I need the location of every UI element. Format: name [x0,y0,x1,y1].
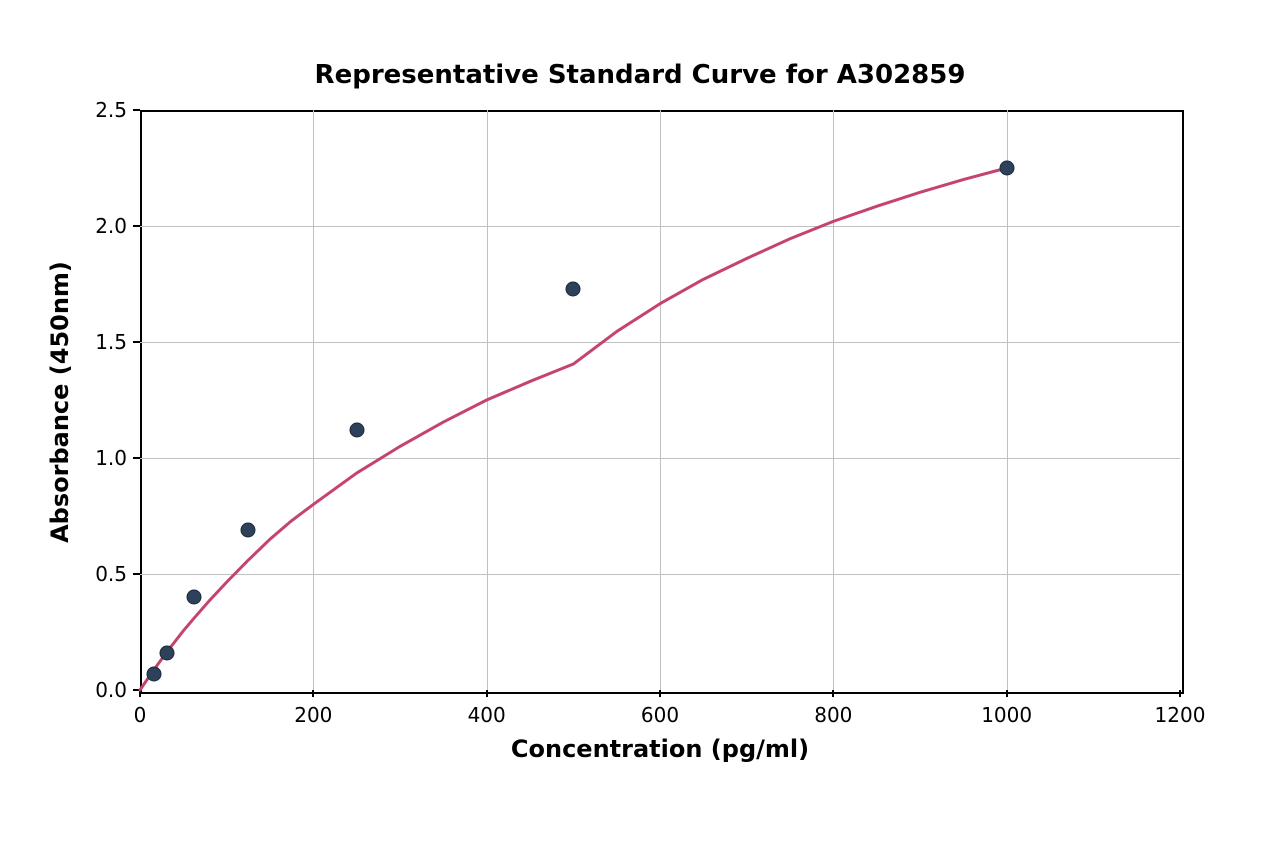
chart-figure: Representative Standard Curve for A30285… [0,0,1280,845]
data-point [349,423,364,438]
data-point [241,522,256,537]
data-point [160,645,175,660]
fitted-curve [0,0,1280,845]
data-point [566,281,581,296]
data-point [999,161,1014,176]
data-point [187,590,202,605]
data-point [146,666,161,681]
